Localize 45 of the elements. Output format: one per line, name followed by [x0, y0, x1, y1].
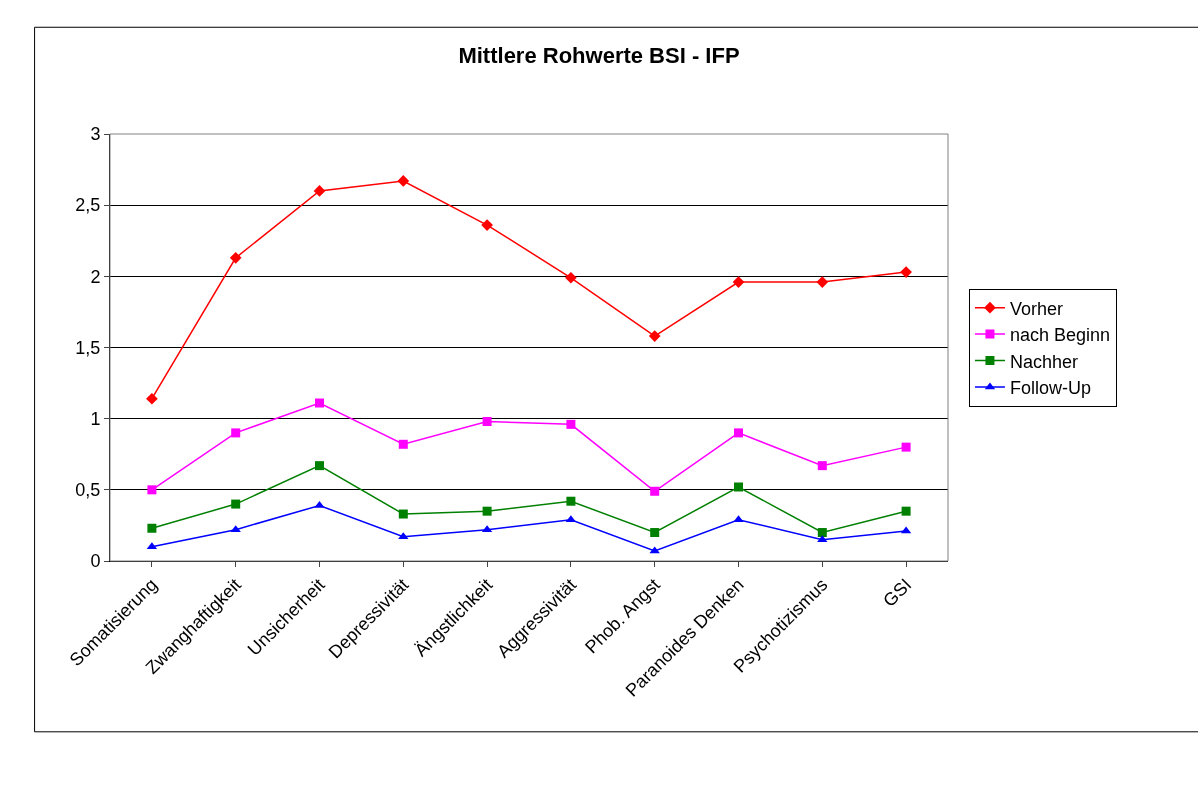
point [398, 439, 408, 449]
point [231, 499, 241, 509]
x-tick-label: GSI [879, 574, 916, 611]
point [482, 506, 492, 516]
y-tick-label: 2 [90, 266, 101, 287]
y-tick-label: 2,5 [75, 195, 101, 216]
y-tick-label: 0,5 [75, 480, 101, 501]
y-tick-label: 0 [90, 551, 101, 572]
point [146, 392, 158, 405]
point [229, 251, 242, 264]
legend-label: nach Beginn [1009, 325, 1111, 346]
point [398, 509, 408, 519]
point [732, 276, 745, 288]
legend-label: Follow-Up [1009, 377, 1091, 398]
point [313, 185, 326, 197]
point [565, 271, 577, 284]
point [314, 500, 325, 508]
point [231, 428, 241, 438]
point [315, 398, 324, 408]
point [147, 485, 157, 495]
point [648, 330, 661, 342]
point [816, 276, 829, 288]
point [901, 506, 911, 516]
point [482, 417, 492, 427]
point [315, 461, 324, 471]
point [817, 528, 827, 538]
chart-title: Mittlere Rohwerte BSI - IFP [458, 42, 740, 68]
point [817, 461, 827, 471]
legend-label: Nachher [1009, 351, 1078, 372]
point [147, 523, 157, 533]
legend-label: Vorher [1009, 298, 1063, 319]
point [397, 175, 410, 187]
point [734, 428, 743, 438]
point [649, 546, 660, 554]
y-tick-label: 1 [90, 408, 101, 429]
point [650, 528, 660, 538]
point [734, 482, 743, 492]
point [566, 496, 576, 506]
y-tick-label: 1,5 [75, 337, 101, 358]
point [901, 442, 911, 452]
point [566, 419, 576, 429]
y-tick-label: 3 [90, 124, 101, 145]
point [481, 219, 493, 231]
point [650, 486, 660, 496]
point [398, 532, 409, 540]
